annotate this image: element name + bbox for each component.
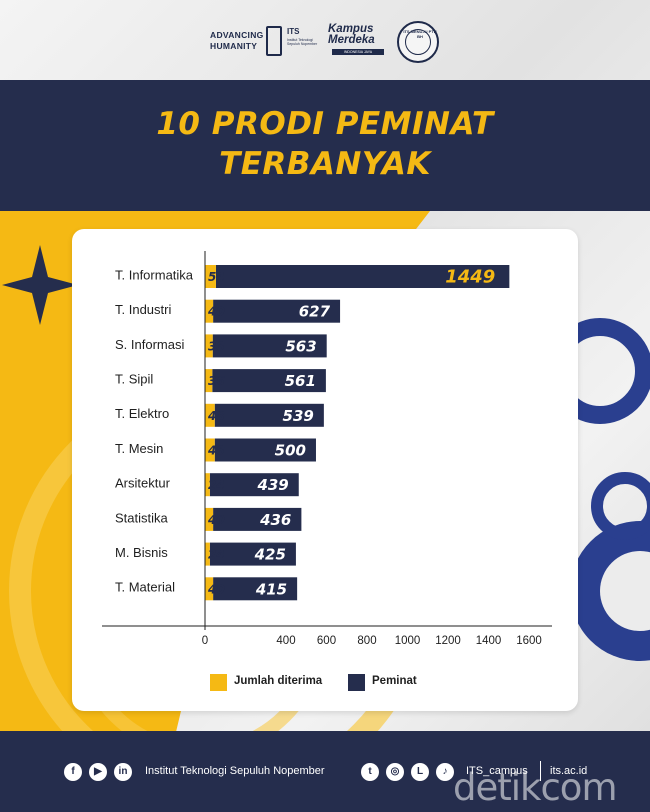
category-label: T. Sipil — [115, 372, 153, 387]
data-label-applicants: 561 — [285, 372, 316, 390]
data-label-applicants: 627 — [299, 303, 331, 321]
footer-institution: Institut Teknologi Sepuluh Nopember — [145, 765, 325, 777]
detikcom-watermark: detikcom — [453, 766, 617, 809]
data-label-applicants: 500 — [275, 442, 306, 460]
title-line-2: TERBANYAK — [219, 146, 431, 182]
title-band — [0, 80, 650, 211]
data-label-applicants: 439 — [256, 476, 288, 494]
bar-applicants — [212, 369, 326, 393]
bar-applicants — [214, 403, 324, 427]
data-label-received: 40 — [207, 582, 225, 596]
bar-applicants — [213, 507, 302, 531]
seal-text: ITS MENUJU PTN BH — [403, 29, 437, 39]
data-label-applicants: 415 — [255, 580, 287, 598]
x-tick-label: 1600 — [516, 635, 542, 647]
data-label-received: 54 — [208, 270, 225, 284]
category-label: Arsitektur — [115, 476, 171, 491]
facebook-icon[interactable]: f — [64, 763, 82, 781]
page-title: 10 PRODI PEMINAT TERBANYAK — [0, 104, 650, 184]
bar-received — [205, 577, 214, 601]
x-tick-label: 800 — [357, 635, 376, 647]
line-icon[interactable]: L — [411, 763, 429, 781]
data-label-received: 40 — [207, 513, 225, 527]
bar-applicants — [209, 542, 296, 566]
its-logo-text: ITS — [287, 27, 300, 36]
advancing-humanity-tagline: ADVANCING HUMANITY — [210, 30, 264, 51]
footer-handle[interactable]: ITS_campus — [466, 765, 528, 777]
data-label-received: 24 — [208, 548, 225, 562]
its-logo-subtext: Institut Teknologi Sepuluh Nopember — [287, 38, 318, 46]
data-label-received: 48 — [207, 444, 225, 458]
category-label: T. Informatika — [115, 267, 194, 282]
footer-bar: f ▶ in Institut Teknologi Sepuluh Nopemb… — [0, 731, 650, 812]
kampus-merdeka-logo: Kampus Merdeka — [328, 23, 375, 46]
category-label: T. Industri — [115, 302, 171, 317]
legend-label-applicants: Peminat — [372, 675, 417, 687]
x-tick-label: 1000 — [395, 635, 421, 647]
category-label: S. Informasi — [115, 337, 184, 352]
data-label-received: 24 — [208, 478, 225, 492]
bar-received — [205, 369, 213, 393]
category-label: T. Mesin — [115, 441, 163, 456]
data-label-received: 40 — [207, 305, 225, 319]
twitter-icon[interactable]: t — [361, 763, 379, 781]
category-label: Statistika — [115, 510, 169, 525]
x-tick-label: 400 — [276, 635, 295, 647]
sparkle-star-icon — [2, 245, 78, 325]
bar-chart: T. Informatika 54 1449 T. Industri 40 627 S. I… — [102, 251, 552, 647]
data-label-received: 36 — [208, 374, 225, 388]
gear-small-icon — [591, 472, 650, 540]
data-label-applicants: 539 — [283, 407, 314, 425]
bar-applicants — [212, 334, 327, 358]
bar-received — [205, 265, 216, 288]
bar-applicants — [213, 299, 341, 323]
x-tick-label: 600 — [317, 635, 336, 647]
its-logo: ITS Institut Teknologi Sepuluh Nopember — [266, 26, 322, 58]
bar-received — [205, 438, 215, 462]
data-label-applicants: 425 — [254, 546, 286, 564]
bar-applicants — [209, 473, 299, 497]
title-line-1: 10 PRODI PEMINAT — [156, 106, 494, 142]
legend-swatch-received — [210, 674, 227, 691]
seal-globe-icon — [405, 29, 431, 55]
legend-swatch-applicants — [348, 674, 365, 691]
bar-applicants — [213, 577, 298, 601]
footer-website[interactable]: its.ac.id — [550, 765, 588, 777]
category-label: T. Material — [115, 580, 175, 595]
bar-received — [205, 473, 210, 497]
legend-label-received: Jumlah diterima — [234, 675, 323, 687]
kampus-merdeka-subtext: INDONESIA JAYA — [332, 49, 384, 55]
category-label: M. Bisnis — [115, 545, 168, 560]
chart-card: T. Informatika 54 1449 T. Industri 40 627 S. I… — [72, 229, 578, 711]
its-ptnbh-seal: ITS MENUJU PTN BH — [397, 21, 439, 63]
footer-divider — [540, 761, 541, 781]
bar-applicants — [214, 438, 316, 462]
gear-large-icon — [570, 521, 650, 661]
its-logo-icon — [266, 26, 282, 56]
category-label: T. Elektro — [115, 406, 169, 421]
bar-received — [205, 403, 215, 427]
data-label-applicants: 436 — [259, 511, 291, 529]
youtube-icon[interactable]: ▶ — [89, 763, 107, 781]
data-label-received: 48 — [207, 409, 225, 423]
data-label-received: 38 — [208, 339, 225, 353]
x-tick-label: 0 — [202, 635, 208, 647]
bar-received — [205, 334, 213, 358]
x-tick-label: 1200 — [435, 635, 461, 647]
bar-received — [205, 299, 214, 323]
linkedin-icon[interactable]: in — [114, 763, 132, 781]
logo-row: ADVANCING HUMANITY ITS Institut Teknolog… — [0, 18, 650, 68]
bar-applicants — [215, 265, 510, 288]
instagram-icon[interactable]: ◎ — [386, 763, 404, 781]
bar-received — [205, 542, 210, 566]
data-label-applicants: 563 — [285, 337, 316, 355]
tiktok-icon[interactable]: ♪ — [436, 763, 454, 781]
data-label-applicants: 1449 — [445, 267, 495, 288]
x-tick-label: 1400 — [476, 635, 502, 647]
bar-received — [205, 507, 214, 531]
